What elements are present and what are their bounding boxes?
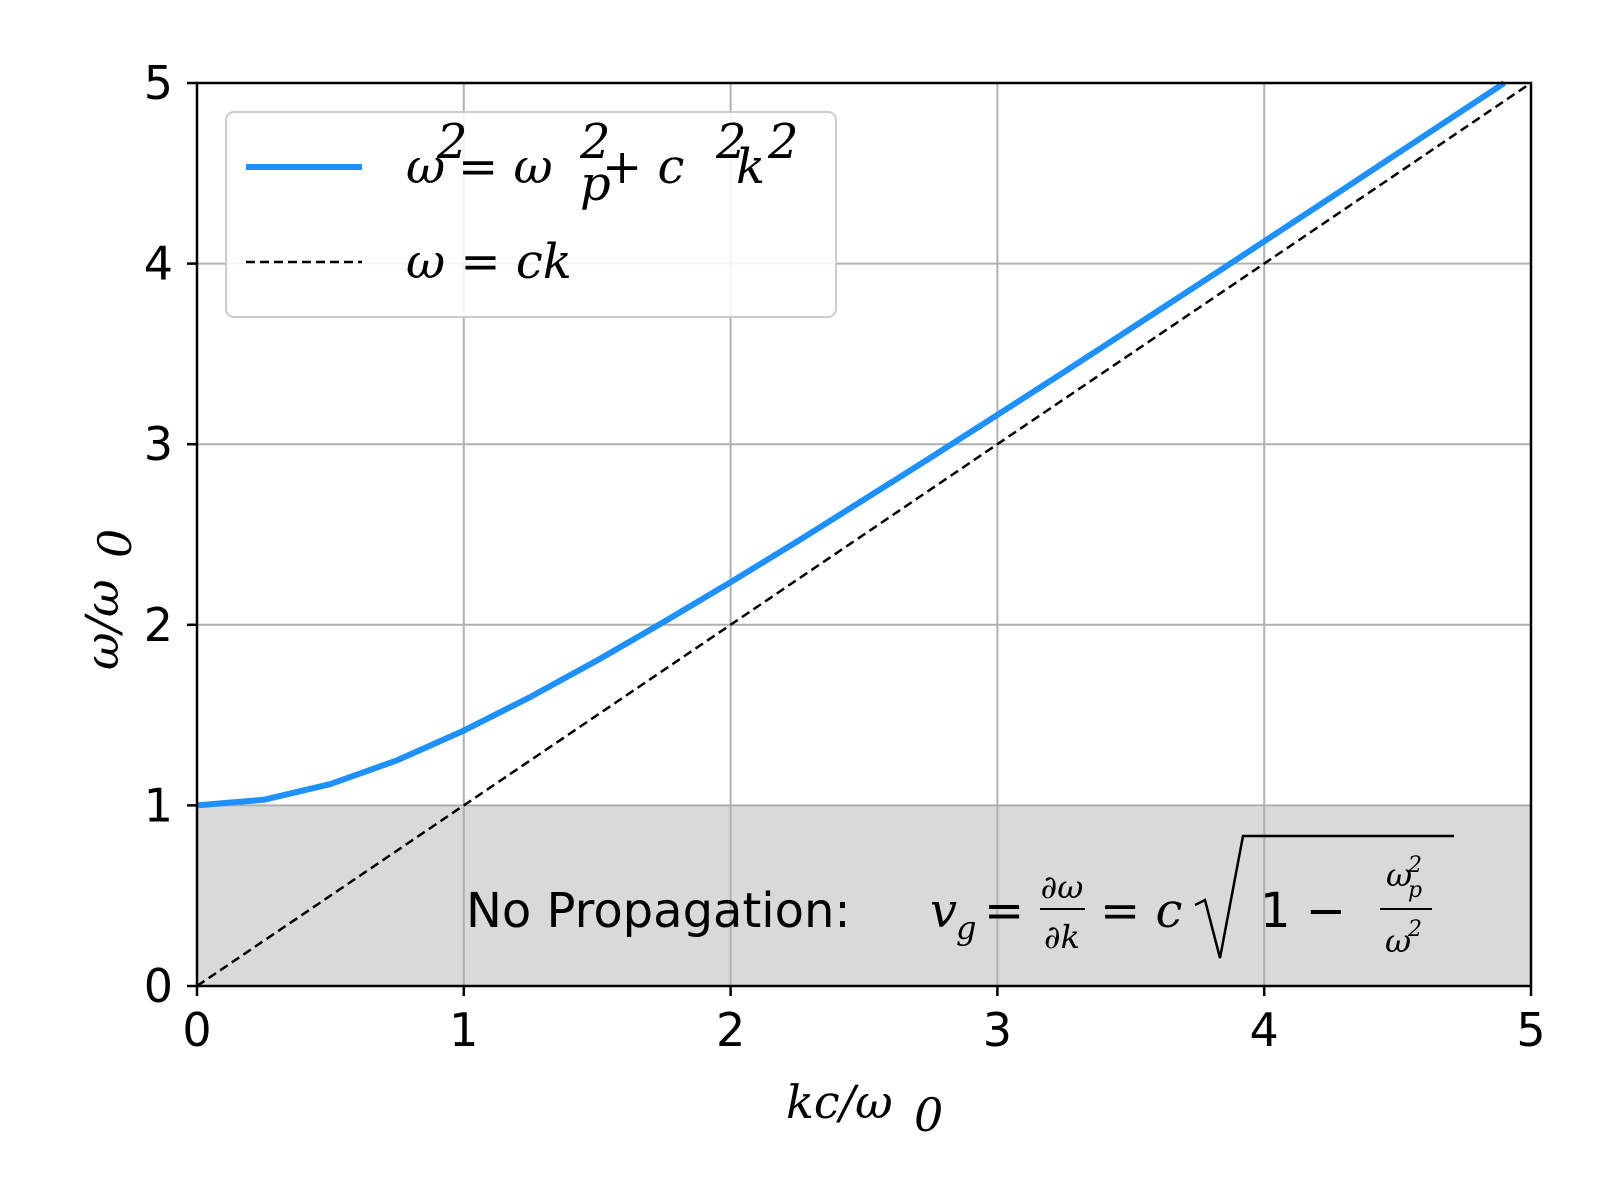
annotation-one-minus: 1 − (1260, 883, 1346, 939)
legend-1-k: k (736, 139, 765, 195)
y-tick-label-5: 5 (144, 56, 173, 110)
x-tick-label-1: 1 (449, 1003, 478, 1057)
y-axis-label-sub: 0 (88, 529, 142, 558)
y-axis-label-main: ω/ω (75, 579, 129, 670)
y-tick-label-3: 3 (144, 417, 173, 471)
legend-1-plus: + c (602, 139, 684, 195)
annotation-vg-sub: g (956, 909, 976, 947)
y-tick-label-0: 0 (144, 959, 173, 1013)
legend: ω 2 = ω p 2 + c 2 k 2 ω = ck (226, 112, 836, 317)
annotation-eq2: = c (1100, 883, 1182, 939)
annotation-frac2-den-sup: 2 (1407, 917, 1422, 942)
legend-1-eq: = ω (458, 139, 553, 195)
legend-label-light-line: ω = ck (406, 234, 572, 290)
y-axis-label: ω/ω 0 (75, 529, 142, 670)
x-axis-label-sub: 0 (914, 1088, 943, 1142)
legend-1-sup4: 2 (767, 114, 799, 170)
x-tick-label-2: 2 (716, 1003, 745, 1057)
annotation-eq: = (984, 883, 1024, 939)
x-axis-label-main: kc/ω (786, 1075, 893, 1129)
y-tick-label-2: 2 (144, 598, 173, 652)
annotation-frac2-num-sup: 2 (1407, 853, 1422, 878)
x-tick-label-3: 3 (983, 1003, 1012, 1057)
annotation-frac1-num: ∂ω (1041, 868, 1084, 906)
x-tick-label-5: 5 (1516, 1003, 1545, 1057)
x-tick-label-4: 4 (1250, 1003, 1279, 1057)
x-axis-label: kc/ω 0 (786, 1075, 943, 1142)
annotation-vg: v (930, 883, 957, 939)
y-tick-label-1: 1 (144, 778, 173, 832)
x-tick-label-0: 0 (182, 1003, 211, 1057)
annotation-frac2-num-sub: p (1408, 878, 1422, 903)
annotation-frac1-den: ∂k (1044, 918, 1080, 956)
y-tick-label-4: 4 (144, 237, 173, 291)
annotation-label: No Propagation: (466, 883, 851, 939)
